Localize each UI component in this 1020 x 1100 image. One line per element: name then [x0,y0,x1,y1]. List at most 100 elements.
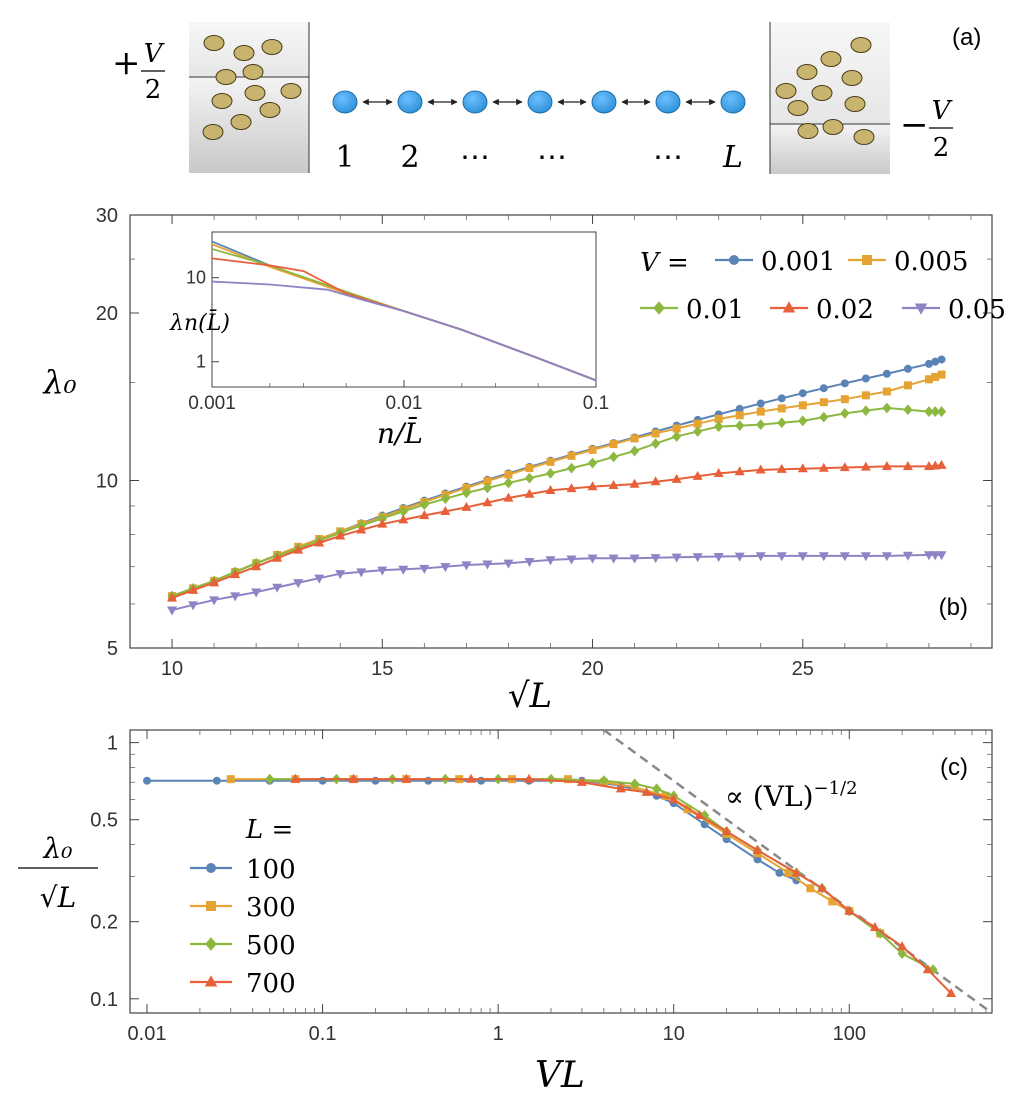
data-point [576,776,587,786]
data-point [777,417,787,429]
inset-frame [211,231,597,388]
panel-a-label: (a) [952,24,981,51]
data-point [212,776,221,785]
data-point [860,552,871,562]
left-reservoir [189,22,310,173]
inset-xlabel: n/L̄ [377,416,423,450]
data-point [251,561,262,571]
data-point [840,395,849,404]
panel-c-label: (c) [940,754,968,781]
data-point [798,401,807,410]
data-point [652,783,662,795]
particle [822,119,844,135]
particle [233,45,255,61]
data-point [206,901,216,911]
y-tick-label: 10 [96,470,118,492]
data-point [692,470,703,480]
data-point [546,773,556,785]
data-point [377,512,387,524]
data-point [477,776,486,785]
data-point [314,574,325,584]
data-point [777,394,786,403]
data-point [272,583,283,593]
data-point [735,420,745,432]
y-tick-label: 20 [96,303,118,325]
data-point [630,434,639,443]
data-point [791,867,802,877]
data-point [167,592,178,602]
legend-prefix: V = [640,248,689,278]
data-point [167,606,178,616]
series-line [171,553,942,612]
inset-ylabel: λn(L̄) [169,309,230,336]
data-point [756,419,766,431]
data-point [188,584,199,594]
data-point [401,773,412,783]
data-point [188,601,199,611]
legend-label: 0.001 [761,247,835,277]
lattice-site [720,90,746,114]
panel-b-legend: V = 0.001 0.005 0.01 0.02 0.05 [640,247,1006,325]
site-label: 2 [400,140,419,175]
lattice-site [591,90,617,114]
reference-annotation-exponent: −1/2 [814,778,858,799]
data-point [672,424,681,433]
legend-label: 100 [246,855,296,885]
data-point [465,773,476,783]
data-point [936,406,947,417]
data-point [440,563,451,573]
inset-x-tick-label: 0.01 [386,393,423,414]
data-point [587,554,598,564]
series-line [171,406,942,597]
x-tick-label: 1 [493,1023,504,1045]
legend-title: L = [245,815,293,845]
legend-label: 500 [246,931,296,961]
data-point [924,375,933,384]
legend-label: 300 [246,893,296,923]
particle [820,51,842,67]
data-point [775,868,784,877]
data-point [424,776,433,785]
data-point [608,554,619,564]
lattice-site [462,90,488,114]
x-tick-label: 15 [371,658,393,680]
y-tick-label: 0.5 [90,810,118,832]
data-point [587,481,598,491]
data-point [265,773,275,785]
data-point [752,844,763,854]
data-point [902,461,913,471]
data-point [440,493,450,505]
data-point [756,407,765,416]
data-point [755,552,766,562]
data-point [903,381,912,390]
data-point [545,484,556,494]
data-point [714,421,724,432]
series-L-500 [265,773,938,975]
data-point [668,794,679,804]
particle [230,114,252,130]
data-point [734,552,745,562]
legend-entry: 0.005 [848,247,968,277]
data-point [713,552,724,562]
particle [787,100,809,116]
data-point [608,451,619,463]
legend-label: 700 [246,969,296,999]
data-point [599,775,609,787]
data-point [524,472,535,484]
data-point [777,404,786,413]
particle [203,35,225,51]
data-point [721,826,732,836]
data-point [503,559,514,569]
data-point [924,406,934,417]
data-point [928,964,938,975]
particle [775,83,797,99]
data-point [819,398,828,407]
data-point [641,786,652,796]
y-tick-label: 0.1 [90,989,118,1011]
data-point [206,863,216,873]
data-point [524,773,535,783]
data-point [293,579,304,589]
legend-label: 0.01 [686,295,744,325]
data-point [661,791,670,800]
